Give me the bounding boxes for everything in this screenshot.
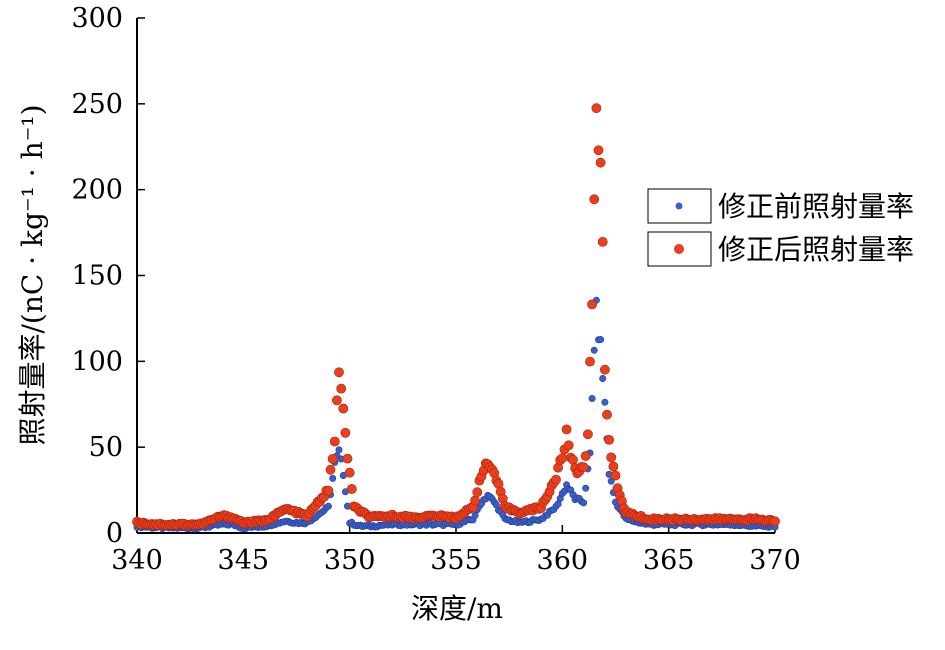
data-point bbox=[327, 453, 338, 464]
data-point bbox=[588, 394, 596, 402]
series-0 bbox=[133, 296, 779, 533]
y-tick-label: 200 bbox=[71, 175, 123, 206]
data-point bbox=[324, 502, 332, 510]
x-tick-label: 355 bbox=[430, 545, 482, 576]
plot-frame bbox=[136, 18, 775, 534]
data-point bbox=[346, 484, 357, 494]
data-point bbox=[607, 477, 615, 485]
data-point bbox=[591, 103, 602, 114]
data-point bbox=[601, 398, 609, 406]
data-point bbox=[583, 429, 593, 440]
data-point bbox=[580, 499, 588, 507]
data-point bbox=[608, 461, 619, 472]
legend-marker-1 bbox=[674, 244, 684, 254]
y-tick-label: 250 bbox=[71, 89, 123, 120]
x-tick-label: 340 bbox=[111, 545, 163, 576]
data-point bbox=[590, 346, 598, 354]
data-point bbox=[335, 446, 343, 454]
legend-marker-0 bbox=[675, 202, 683, 210]
data-point bbox=[329, 436, 340, 447]
data-point bbox=[587, 299, 597, 310]
x-tick-label: 345 bbox=[218, 545, 270, 576]
data-point bbox=[578, 462, 589, 473]
x-axis-title: 深度/m bbox=[411, 592, 503, 625]
data-point bbox=[770, 516, 780, 527]
data-point bbox=[593, 145, 604, 156]
x-tick-label: 365 bbox=[643, 545, 695, 576]
data-point bbox=[336, 383, 347, 394]
data-point bbox=[582, 484, 590, 492]
series-layer bbox=[132, 103, 780, 533]
legend-label-1: 修正后照射量率 bbox=[718, 233, 914, 266]
legend: 修正前照射量率 修正后照射量率 bbox=[647, 188, 914, 267]
data-point bbox=[323, 485, 334, 496]
x-tick-label: 360 bbox=[537, 545, 589, 576]
data-point bbox=[329, 474, 337, 482]
x-tick-label: 370 bbox=[749, 545, 801, 576]
data-point bbox=[585, 356, 595, 367]
data-point bbox=[580, 451, 591, 461]
data-point bbox=[561, 424, 572, 435]
data-point bbox=[340, 427, 351, 438]
series-1 bbox=[132, 103, 780, 531]
data-point bbox=[606, 452, 617, 463]
data-point bbox=[602, 409, 612, 420]
data-point bbox=[342, 453, 353, 464]
y-axis-title: 照射量率/(nC · kg⁻¹ · h⁻¹) bbox=[16, 104, 49, 445]
data-point bbox=[472, 487, 483, 498]
data-point bbox=[595, 157, 606, 168]
y-tick-label: 300 bbox=[71, 3, 123, 34]
data-point bbox=[610, 470, 621, 481]
legend-label-0: 修正前照射量率 bbox=[718, 190, 914, 223]
data-point bbox=[344, 467, 355, 478]
data-point bbox=[470, 495, 480, 506]
data-point bbox=[597, 236, 608, 247]
data-point bbox=[563, 440, 574, 451]
data-point bbox=[551, 474, 561, 485]
data-point bbox=[604, 434, 614, 445]
data-point bbox=[599, 374, 607, 382]
data-point bbox=[568, 454, 578, 465]
x-tick-label: 350 bbox=[324, 545, 376, 576]
data-point bbox=[600, 364, 610, 375]
data-point bbox=[589, 194, 600, 205]
y-tick-label: 0 bbox=[106, 518, 123, 549]
data-point bbox=[557, 453, 568, 464]
data-point bbox=[334, 367, 344, 378]
data-point bbox=[471, 511, 479, 519]
data-point bbox=[338, 403, 349, 414]
data-point bbox=[325, 464, 336, 475]
data-point bbox=[597, 335, 605, 343]
data-point bbox=[331, 395, 342, 406]
y-tick-label: 150 bbox=[71, 261, 123, 292]
y-tick-label: 50 bbox=[89, 432, 123, 463]
axis-ticks: 340 345 350 355 360 365 370 0 50 100 150 200 250 300 bbox=[71, 3, 800, 576]
y-tick-label: 100 bbox=[71, 346, 123, 377]
